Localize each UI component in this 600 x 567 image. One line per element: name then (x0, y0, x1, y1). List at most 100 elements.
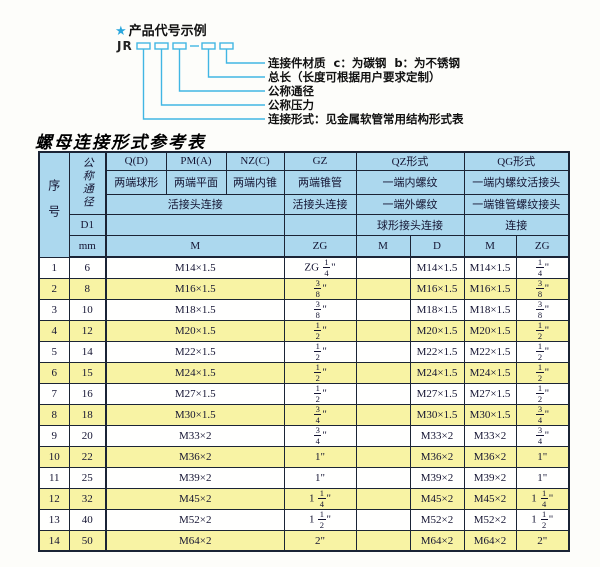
table-row: 1 6 M14×1.5 ZG 1 4 " M14×1.5 M14×1.5 1 4 " (38, 256, 570, 279)
cell-qg-m: M33×2 (463, 424, 517, 447)
cell-seq: 13 (38, 508, 70, 531)
cell-seq: 10 (38, 445, 70, 468)
cell-seq: 9 (38, 424, 70, 447)
label-diameter: 公称通径 (268, 84, 314, 98)
header-nominal-diameter: 公称通径 (68, 151, 107, 215)
cell-seq: 11 (38, 466, 70, 489)
label-pressure: 公称压力 (268, 98, 314, 112)
header-end-type-qd: 两端球形 (105, 169, 167, 195)
cell-dn-mm: 10 (68, 298, 107, 321)
star-icon: ★ (115, 24, 127, 39)
cell-gz-zg: 1 1 4 " (283, 487, 357, 510)
cell-qg-m: M24×1.5 (463, 361, 517, 384)
cell-qz-d: M24×1.5 (409, 361, 465, 384)
cell-qz-d: M30×1.5 (409, 403, 465, 426)
cell-qz-m (355, 298, 411, 321)
cell-m-thread: M16×1.5 (105, 277, 285, 300)
cell-qg-zg: 1 2 " (515, 382, 570, 405)
cell-seq: 7 (38, 382, 70, 405)
cell-qg-zg: 3 8 " (515, 298, 570, 321)
cell-qg-m: M39×2 (463, 466, 517, 489)
cell-gz-zg: ZG 1 4 " (283, 256, 357, 279)
cell-qz-d: M52×2 (409, 508, 465, 531)
header-group-pma: PM(A) (165, 151, 227, 171)
cell-qg-m: M20×1.5 (463, 319, 517, 342)
header-d1: D1 (68, 213, 107, 236)
cell-qg-zg: 3 4 " (515, 424, 570, 447)
cell-qz-m (355, 529, 411, 552)
cell-m-thread: M14×1.5 (105, 256, 285, 279)
cell-qz-d: M14×1.5 (409, 256, 465, 279)
table-row: 9 20 M33×2 3 4 " M33×2 M33×2 3 4 " (38, 424, 570, 447)
cell-qz-m (355, 445, 411, 468)
header-mm: mm (68, 234, 107, 258)
code-box-4 (201, 42, 216, 50)
cell-qg-m: M18×1.5 (463, 298, 517, 321)
header-group-nzc: NZ(C) (225, 151, 285, 171)
cell-qz-m (355, 382, 411, 405)
leader-line-form (142, 49, 265, 120)
cell-m-thread: M27×1.5 (105, 382, 285, 405)
header-end-type-qg: 一端内螺纹活接头 (463, 169, 570, 195)
header-union-conn: 活接头连接 (105, 193, 285, 215)
cell-qg-zg: 2" (515, 529, 570, 552)
cell-qz-d: M27×1.5 (409, 382, 465, 405)
header-taper-joint-qg: 一端锥管螺纹接头 (463, 193, 570, 215)
table-row: 4 12 M20×1.5 1 2 " M20×1.5 M20×1.5 1 2 " (38, 319, 570, 342)
cell-m-thread: M33×2 (105, 424, 285, 447)
header-end-type-gz: 两端锥管 (283, 169, 357, 195)
cell-gz-zg: 1 2 " (283, 340, 357, 363)
table-row: 11 25 M39×2 1" M39×2 M39×2 1" (38, 466, 570, 489)
cell-qg-zg: 1" (515, 445, 570, 468)
cell-dn-mm: 32 (68, 487, 107, 510)
cell-qg-zg: 3 8 " (515, 277, 570, 300)
header-union-conn-gz: 活接头连接 (283, 193, 357, 215)
cell-dn-mm: 6 (68, 256, 107, 279)
cell-gz-zg: 1 1 2 " (283, 508, 357, 531)
cell-qz-m (355, 319, 411, 342)
table-title: 螺母连接形式参考表 (35, 133, 206, 152)
cell-gz-zg: 1 2 " (283, 319, 357, 342)
cell-dn-mm: 14 (68, 340, 107, 363)
cell-gz-zg: 1" (283, 466, 357, 489)
header-group-gz: GZ (283, 151, 357, 171)
cell-qz-d: M36×2 (409, 445, 465, 468)
cell-dn-mm: 40 (68, 508, 107, 531)
cell-m-thread: M18×1.5 (105, 298, 285, 321)
cell-m-thread: M39×2 (105, 466, 285, 489)
header-conn: 连接 (463, 213, 570, 236)
cell-dn-mm: 8 (68, 277, 107, 300)
leader-line-diameter (178, 49, 265, 92)
cell-dn-mm: 50 (68, 529, 107, 552)
diagram-title-text: 产品代号示例 (128, 24, 207, 39)
header-zg-qg: ZG (515, 234, 570, 258)
cell-gz-zg: 3 4 " (283, 424, 357, 447)
table-row: 2 8 M16×1.5 3 8 " M16×1.5 M16×1.5 3 8 " (38, 277, 570, 300)
cell-seq: 2 (38, 277, 70, 300)
cell-qg-zg: 3 4 " (515, 403, 570, 426)
table-body: 1 6 M14×1.5 ZG 1 4 " M14×1.5 M14×1.5 1 4 " 2 8 M16×1.… (38, 256, 570, 552)
cell-qg-m: M64×2 (463, 529, 517, 552)
cell-qz-m (355, 256, 411, 279)
cell-qg-m: M22×1.5 (463, 340, 517, 363)
header-m-thread: M (105, 234, 285, 258)
header-d-qz: D (409, 234, 465, 258)
cell-qg-m: M52×2 (463, 508, 517, 531)
cell-qz-m (355, 340, 411, 363)
cell-qz-m (355, 487, 411, 510)
table-row: 10 22 M36×2 1" M36×2 M36×2 1" (38, 445, 570, 468)
label-form: 连接形式：见金属软管常用结构形式表 (268, 112, 464, 126)
cell-qz-d: M33×2 (409, 424, 465, 447)
cell-gz-zg: 3 4 " (283, 403, 357, 426)
cell-seq: 3 (38, 298, 70, 321)
label-length: 总长（长度可根据用户要求定制） (268, 70, 441, 84)
cell-m-thread: M64×2 (105, 529, 285, 552)
table-row: 3 10 M18×1.5 3 8 " M18×1.5 M18×1.5 3 8 " (38, 298, 570, 321)
cell-dn-mm: 12 (68, 319, 107, 342)
leader-line-material (225, 49, 265, 64)
cell-m-thread: M52×2 (105, 508, 285, 531)
cell-m-thread: M30×1.5 (105, 403, 285, 426)
cell-qg-zg: 1 1 2 " (515, 508, 570, 531)
cell-gz-zg: 1 2 " (283, 361, 357, 384)
cell-qg-m: M14×1.5 (463, 256, 517, 279)
